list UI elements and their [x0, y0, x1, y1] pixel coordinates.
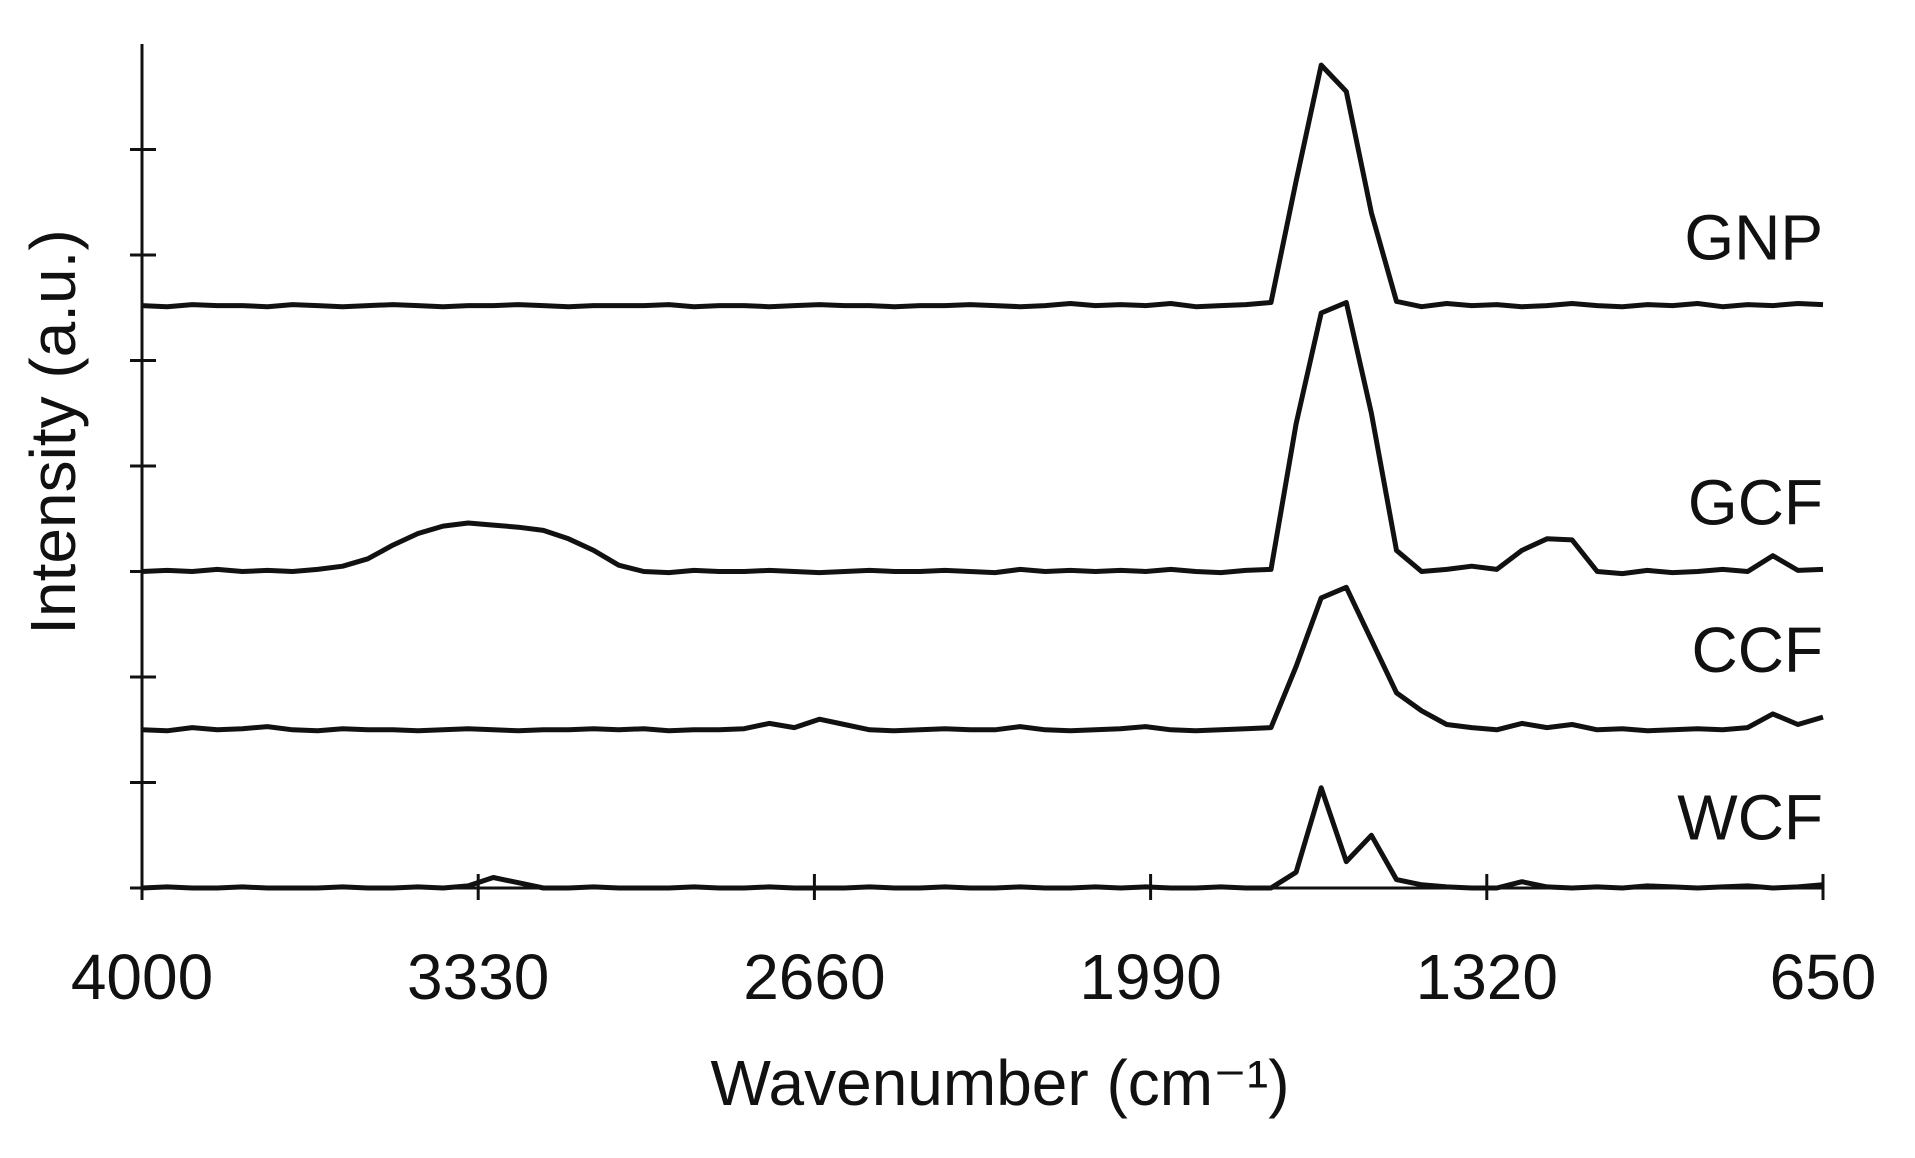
series-label: GNP — [1684, 201, 1823, 273]
x-tick-label: 650 — [1770, 941, 1877, 1013]
series-label: WCF — [1677, 782, 1823, 854]
y-axis-label: Intensity (a.u.) — [17, 229, 89, 635]
series-label: CCF — [1691, 614, 1823, 686]
x-tick-label: 2660 — [743, 941, 885, 1013]
series-label: GCF — [1688, 466, 1823, 538]
spectrum-line — [141, 300, 1824, 577]
spectrum-line — [141, 584, 1824, 734]
x-axis-label: Wavenumber (cm⁻¹) — [710, 1047, 1289, 1119]
x-tick-label: 1990 — [1079, 941, 1221, 1013]
x-tick-label: 4000 — [71, 941, 213, 1013]
x-tick-label: 1320 — [1416, 941, 1558, 1013]
x-tick-label: 3330 — [407, 941, 549, 1013]
spectrum-line — [141, 785, 1824, 891]
spectrum-line — [141, 62, 1824, 310]
